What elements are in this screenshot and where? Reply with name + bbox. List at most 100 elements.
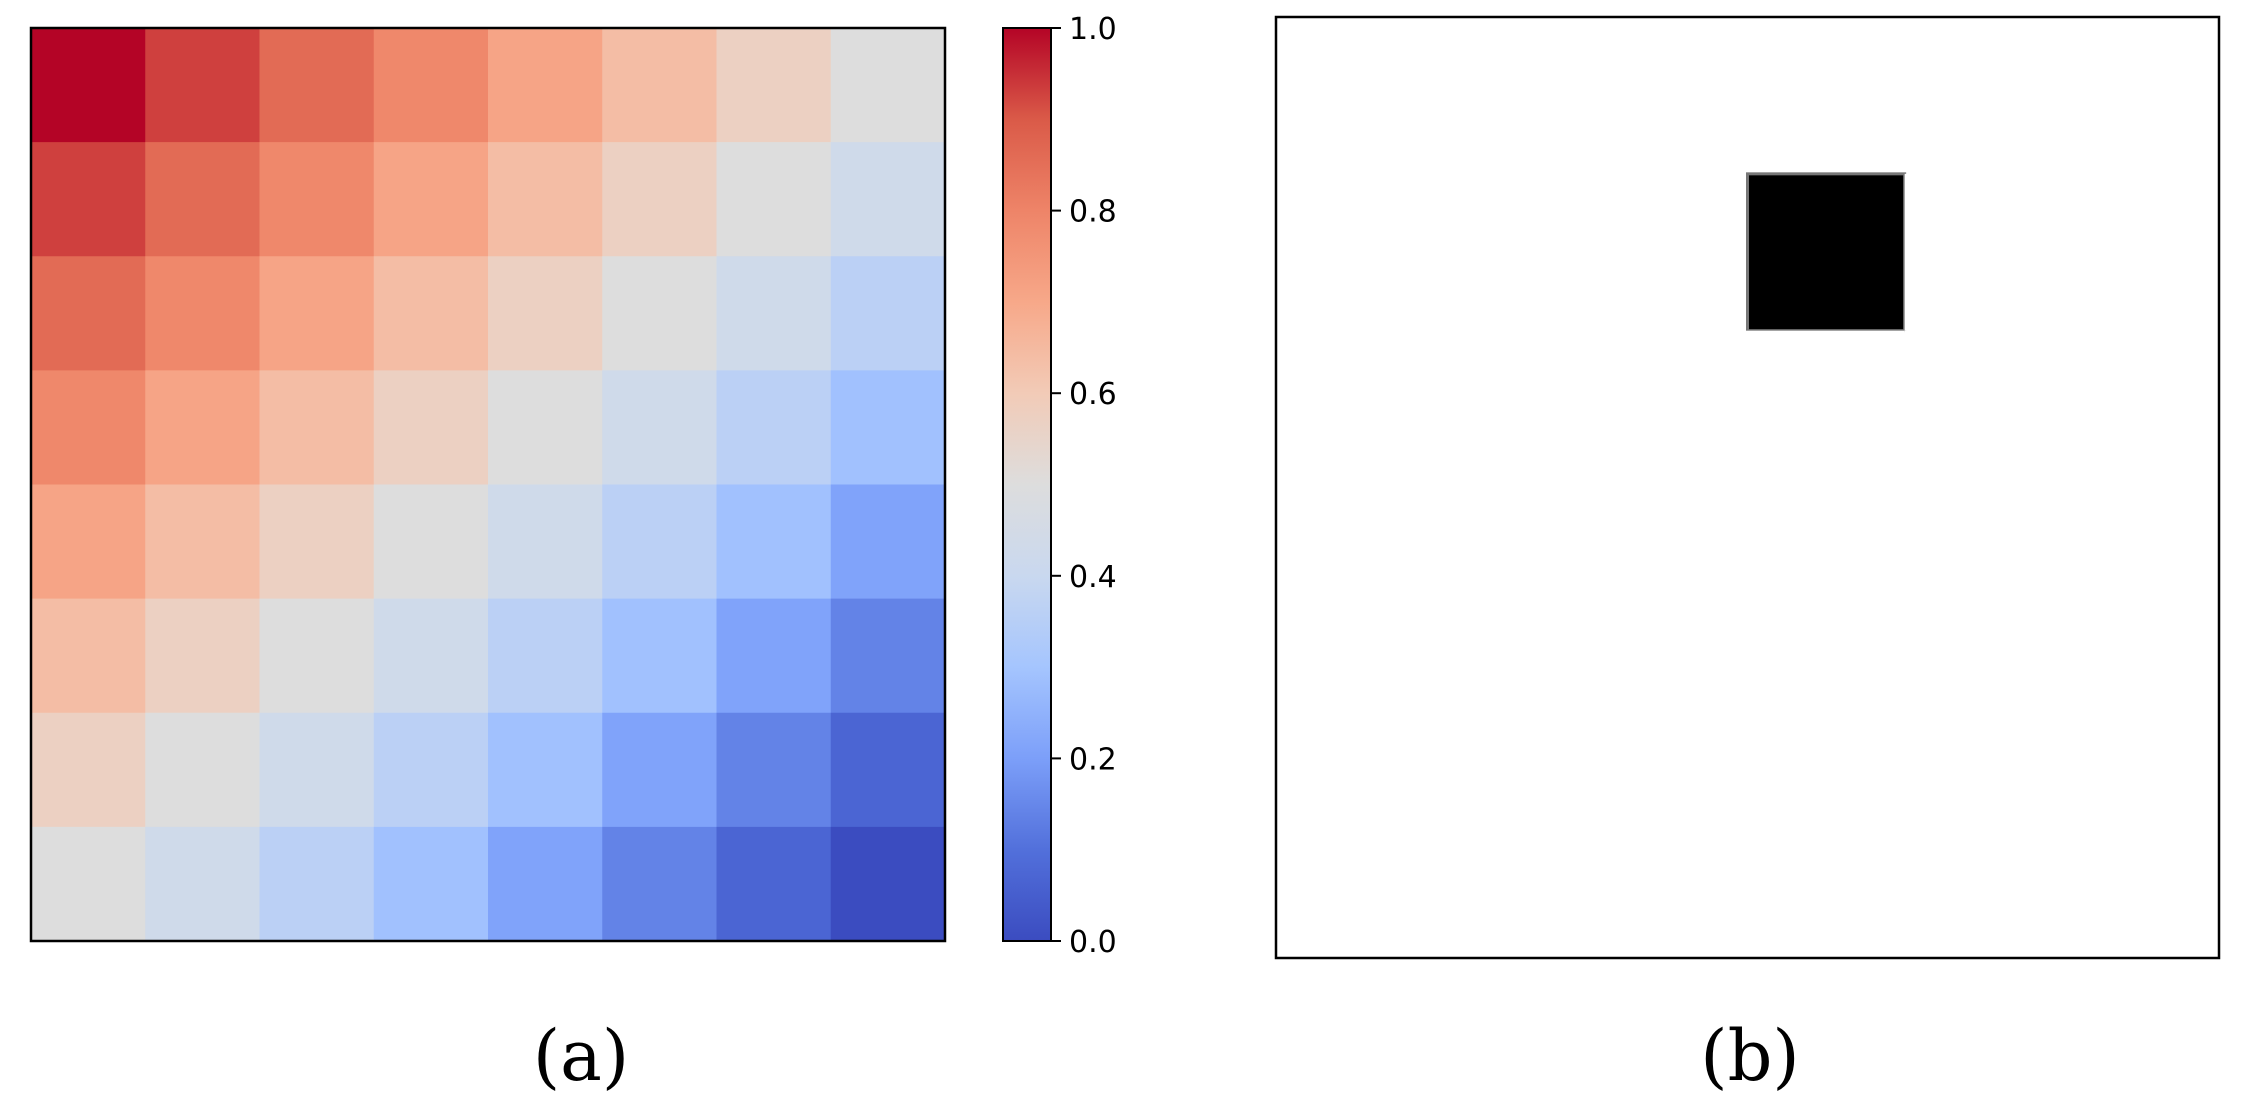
heatmap-cell [716,826,832,942]
grid-cell [1904,173,2062,331]
panel-label-b: (b) [1700,1015,1799,1097]
grid-cell [2061,17,2219,174]
grid-cell [2061,330,2219,488]
heatmap-cell [716,484,832,600]
grid-cell [1433,801,1591,958]
grid-cell [1276,173,1434,331]
grid-cell [1747,330,1905,488]
heatmap-cell [716,370,832,486]
heatmap-cell [145,370,261,486]
heatmap-cell [602,142,718,257]
colorbar-tick-label: 0.0 [1069,925,1117,960]
grid-cell [1433,487,1591,645]
heatmap-cell [602,598,718,714]
heatmap-cell [602,370,718,486]
heatmap-cell [145,484,261,600]
heatmap-cell [602,826,718,942]
heatmap-cell [259,142,375,257]
grid-cell [1433,17,1591,174]
heatmap-cell [373,256,489,371]
heatmap-cell [716,712,832,828]
heatmap-cell [31,484,146,600]
heatmap-a [31,28,946,942]
heatmap-cell [373,142,489,257]
grid-cell [1590,801,1748,958]
heatmap-cell [488,826,603,942]
heatmap-cell [31,142,146,257]
heatmap-cell [716,598,832,714]
grid-cell [1747,644,1905,802]
heatmap-cell [488,370,603,486]
heatmap-b-frame [1274,15,2221,960]
heatmap-cell [373,484,489,600]
heatmap-cell [602,28,718,143]
heatmap-cell [259,598,375,714]
grid-cell [1904,644,2062,802]
heatmap-cell [830,712,946,828]
heatmap-cell [145,598,261,714]
heatmap-cell [145,826,261,942]
grid-cell [1590,487,1748,645]
colorbar-tick-label: 0.6 [1069,377,1117,412]
heatmap-cell [31,598,146,714]
heatmap-cell [488,256,603,371]
grid-cell [1747,801,1905,958]
heatmap-cell [373,28,489,143]
colorbar-tick-label: 1.0 [1069,12,1117,47]
grid-cell [1590,17,1748,174]
heatmap-cell [259,712,375,828]
heatmap-cell [31,826,146,942]
heatmap-cell [602,712,718,828]
grid-cell [1590,330,1748,488]
grid-cell [1433,644,1591,802]
grid-cell [1747,487,1905,645]
panel-label-a: (a) [533,1015,629,1097]
heatmap-cell [716,142,832,257]
heatmap-cell [373,598,489,714]
heatmap-cell [145,142,261,257]
colorbar-tick-label: 0.2 [1069,742,1117,777]
highlighted-cell [1746,172,1907,333]
heatmap-cell [488,598,603,714]
heatmap-cell [716,256,832,371]
heatmap-cell [373,712,489,828]
heatmap-cell [259,484,375,600]
heatmap-cell [145,28,261,143]
heatmap-cell [830,256,946,371]
heatmap-cell [602,256,718,371]
heatmap-cell [830,28,946,143]
grid-cell [1904,801,2062,958]
grid-cell [1276,17,1434,174]
heatmap-cell [259,370,375,486]
grid-cell [1433,173,1591,331]
heatmap-cell [488,142,603,257]
heatmap-cell [830,484,946,600]
colorbar-tick-label: 0.4 [1069,560,1117,595]
heatmap-cell [830,142,946,257]
grid-cell [2061,487,2219,645]
colorbar-tick-label: 0.8 [1069,195,1117,230]
grid-cell [1276,644,1434,802]
heatmap-cell [373,370,489,486]
colorbar-ticks: 0.0 0.2 0.4 0.6 0.8 1.0 [1051,12,1117,960]
heatmap-cell [259,28,375,143]
grid-cell [1904,330,2062,488]
colorbar [1002,27,1052,942]
heatmap-cell [31,370,146,486]
grid-cell [1276,801,1434,958]
grid-cell [1276,487,1434,645]
heatmap-cell [716,28,832,143]
heatmap-cell [145,712,261,828]
heatmap-cell [602,484,718,600]
grid-cell [1276,330,1434,488]
heatmap-cell [830,826,946,942]
grid-cell [1590,173,1748,331]
grid-cell [1904,487,2062,645]
grid-cell [1590,644,1748,802]
heatmap-b [1276,17,2219,958]
heatmap-cell [488,28,603,143]
heatmap-cell [830,598,946,714]
heatmap-a-frame [29,26,947,943]
heatmap-cell [259,256,375,371]
